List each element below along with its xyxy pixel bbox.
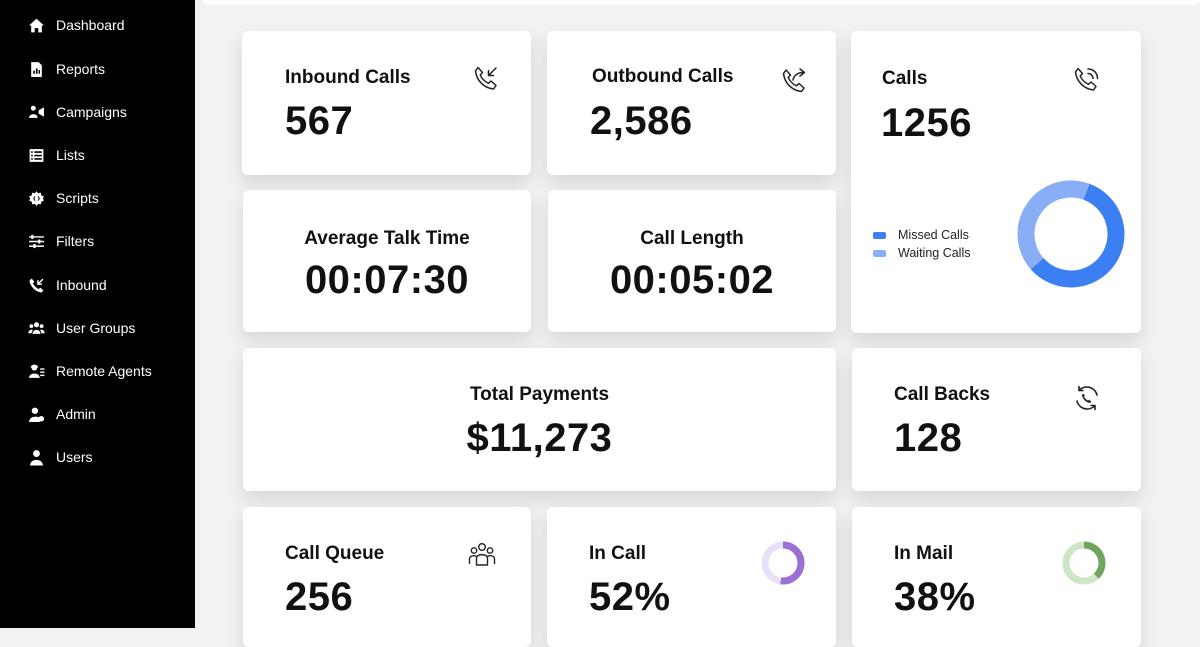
- total-payments-card: Total Payments $11,273: [243, 348, 836, 491]
- sidebar-item-remote-agents[interactable]: Remote Agents: [0, 355, 195, 387]
- filter-icon: [27, 232, 45, 250]
- call-length-card: Call Length 00:05:02: [548, 190, 836, 332]
- legend-label: Waiting Calls: [898, 246, 971, 260]
- legend-item: Waiting Calls: [873, 244, 970, 262]
- card-value: 38%: [894, 575, 976, 619]
- donut-slice-waiting-calls: [1017, 180, 1090, 270]
- list-icon: [27, 146, 45, 164]
- card-value: 00:05:02: [609, 258, 775, 302]
- group-icon: [467, 539, 497, 569]
- card-value: 00:07:30: [304, 258, 470, 302]
- card-title: In Mail: [894, 543, 954, 564]
- calls-card: Calls 1256 Missed Calls Waiting Calls: [851, 31, 1141, 333]
- card-title: Calls: [882, 68, 928, 89]
- card-title: Inbound Calls: [285, 67, 411, 88]
- sidebar-item-label: Lists: [56, 147, 85, 163]
- card-value: 256: [285, 575, 354, 619]
- sidebar-item-label: Reports: [56, 61, 106, 77]
- card-value: 128: [894, 416, 963, 460]
- card-title: Call Queue: [285, 543, 385, 564]
- remote-agents-icon: [27, 362, 45, 380]
- sidebar-item-campaigns[interactable]: Campaigns: [0, 96, 195, 128]
- sidebar-item-user-groups[interactable]: User Groups: [0, 312, 195, 344]
- sidebar-item-label: Campaigns: [56, 104, 127, 120]
- ring-progress-arc: [1083, 541, 1106, 579]
- donut-slice-missed-calls: [1030, 183, 1125, 288]
- average-talk-time-card: Average Talk Time 00:07:30: [243, 190, 531, 332]
- in-mail-card: In Mail 38%: [852, 507, 1141, 647]
- card-value: 567: [285, 99, 354, 143]
- sidebar-item-label: Users: [56, 449, 93, 465]
- sidebar-item-users[interactable]: Users: [0, 441, 195, 473]
- sidebar-item-dashboard[interactable]: Dashboard: [0, 9, 195, 41]
- inbound-call-icon: [472, 64, 502, 94]
- call-queue-card: Call Queue 256: [243, 507, 531, 647]
- card-title: Average Talk Time: [304, 228, 470, 249]
- legend-swatch: [873, 249, 886, 257]
- legend-label: Missed Calls: [898, 228, 969, 242]
- sidebar-item-label: Remote Agents: [56, 363, 152, 379]
- legend-item: Missed Calls: [873, 226, 970, 244]
- legend-swatch: [873, 231, 886, 239]
- sidebar-item-label: Admin: [56, 406, 96, 422]
- sidebar-item-lists[interactable]: Lists: [0, 139, 195, 171]
- in-mail-progress-ring: [1062, 541, 1106, 585]
- script-icon: [27, 189, 45, 207]
- in-call-progress-ring: [761, 541, 805, 585]
- report-icon: [27, 60, 45, 78]
- outbound-calls-card: Outbound Calls 2,586: [547, 31, 836, 175]
- home-icon: [27, 16, 45, 34]
- calls-donut-chart: [1017, 180, 1125, 288]
- ring-progress-arc: [780, 541, 805, 585]
- chart-legend: Missed Calls Waiting Calls: [873, 226, 970, 262]
- callback-icon: [1072, 383, 1102, 413]
- in-call-card: In Call 52%: [547, 507, 836, 647]
- inbound-calls-card: Inbound Calls 567: [242, 31, 531, 175]
- card-title: In Call: [589, 543, 647, 564]
- card-title: Call Backs: [894, 384, 991, 405]
- user-groups-icon: [27, 319, 45, 337]
- phone-ringing-icon: [1072, 65, 1102, 95]
- sidebar-item-inbound[interactable]: Inbound: [0, 269, 195, 301]
- sidebar-item-reports[interactable]: Reports: [0, 53, 195, 85]
- sidebar-item-label: Filters: [56, 233, 95, 249]
- top-bar: [203, 0, 1200, 5]
- card-value: $11,273: [466, 416, 613, 460]
- sidebar-item-label: Inbound: [56, 277, 107, 293]
- card-value: 1256: [881, 101, 972, 145]
- inbound-phone-icon: [27, 276, 45, 294]
- sidebar-item-filters[interactable]: Filters: [0, 225, 195, 257]
- sidebar-item-label: Dashboard: [56, 17, 125, 33]
- call-backs-card: Call Backs 128: [852, 348, 1141, 491]
- sidebar-item-label: Scripts: [56, 190, 99, 206]
- card-title: Call Length: [640, 228, 744, 249]
- sidebar: Dashboard Reports Campaigns Lists Script…: [0, 0, 195, 628]
- card-value: 52%: [589, 575, 671, 619]
- outbound-call-icon: [780, 65, 810, 95]
- sidebar-item-admin[interactable]: Admin: [0, 398, 195, 430]
- card-title: Outbound Calls: [592, 66, 734, 87]
- admin-icon: [27, 405, 45, 423]
- sidebar-item-label: User Groups: [56, 320, 136, 336]
- sidebar-item-scripts[interactable]: Scripts: [0, 182, 195, 214]
- card-title: Total Payments: [469, 384, 610, 405]
- card-value: 2,586: [590, 99, 693, 143]
- campaign-icon: [27, 103, 45, 121]
- user-icon: [27, 448, 45, 466]
